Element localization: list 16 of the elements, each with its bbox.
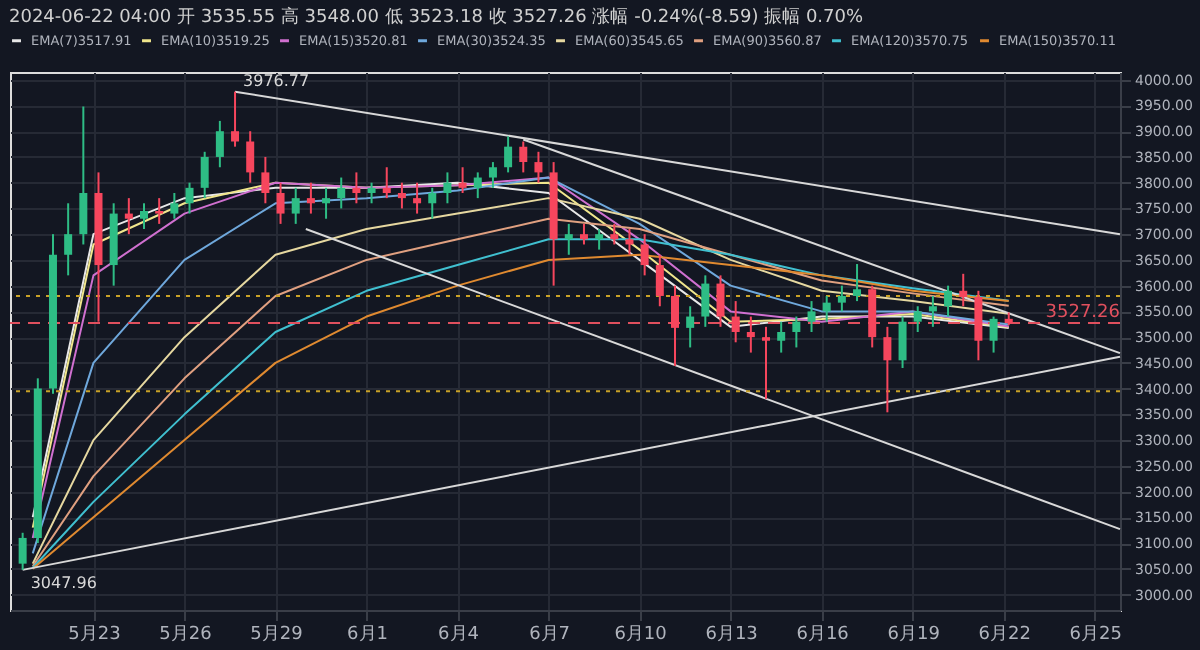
x-tick-label: 6月1 [347,625,388,645]
x-tick-label: 6月7 [529,625,571,645]
annotation: 3976.77 [243,71,310,90]
x-tick-label: 6月10 [614,625,668,645]
chart-title: 2024-06-22 04:00 开 3535.55 高 3548.00 低 3523.18 收 3527.26 涨幅 -0.24%(-8.59) 振幅 0.70% [9,6,864,28]
x-tick-label: 6月4 [438,625,480,645]
x-tick-label: 6月16 [796,625,850,645]
x-tick-label: 5月26 [159,625,213,645]
ref-line-label: 3527.26 [1045,303,1121,324]
x-tick-label: 5月29 [250,625,304,645]
x-tick-label: 5月23 [68,625,121,645]
x-tick-label: 6月13 [705,625,758,645]
x-tick-label: 6月19 [887,625,941,645]
annotation: 3047.96 [30,573,97,592]
x-tick-label: 6月22 [978,625,1031,645]
x-tick-label: 6月25 [1069,625,1122,645]
